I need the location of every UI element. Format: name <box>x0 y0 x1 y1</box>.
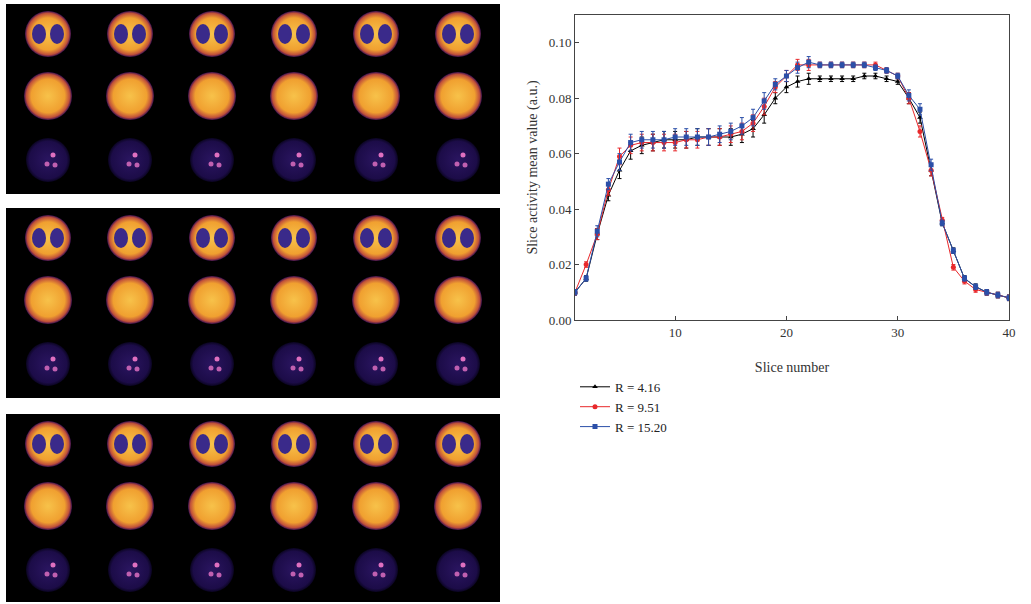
svg-text:30: 30 <box>891 325 904 340</box>
svg-text:0.06: 0.06 <box>549 146 572 161</box>
svg-text:10: 10 <box>669 325 682 340</box>
svg-text:0.04: 0.04 <box>549 202 572 217</box>
svg-text:Slice activity mean value (a.u: Slice activity mean value (a.u.) <box>525 80 541 254</box>
svg-text:0.08: 0.08 <box>549 91 572 106</box>
svg-text:Slice number: Slice number <box>755 360 830 375</box>
svg-text:0.10: 0.10 <box>549 35 572 50</box>
svg-text:20: 20 <box>780 325 793 340</box>
svg-text:R = 4.16: R = 4.16 <box>615 380 661 395</box>
svg-text:0.00: 0.00 <box>549 313 572 328</box>
svg-text:R = 9.51: R = 9.51 <box>615 400 660 415</box>
svg-text:40: 40 <box>1003 325 1016 340</box>
svg-text:R = 15.20: R = 15.20 <box>615 420 667 435</box>
svg-text:0.02: 0.02 <box>549 257 572 272</box>
